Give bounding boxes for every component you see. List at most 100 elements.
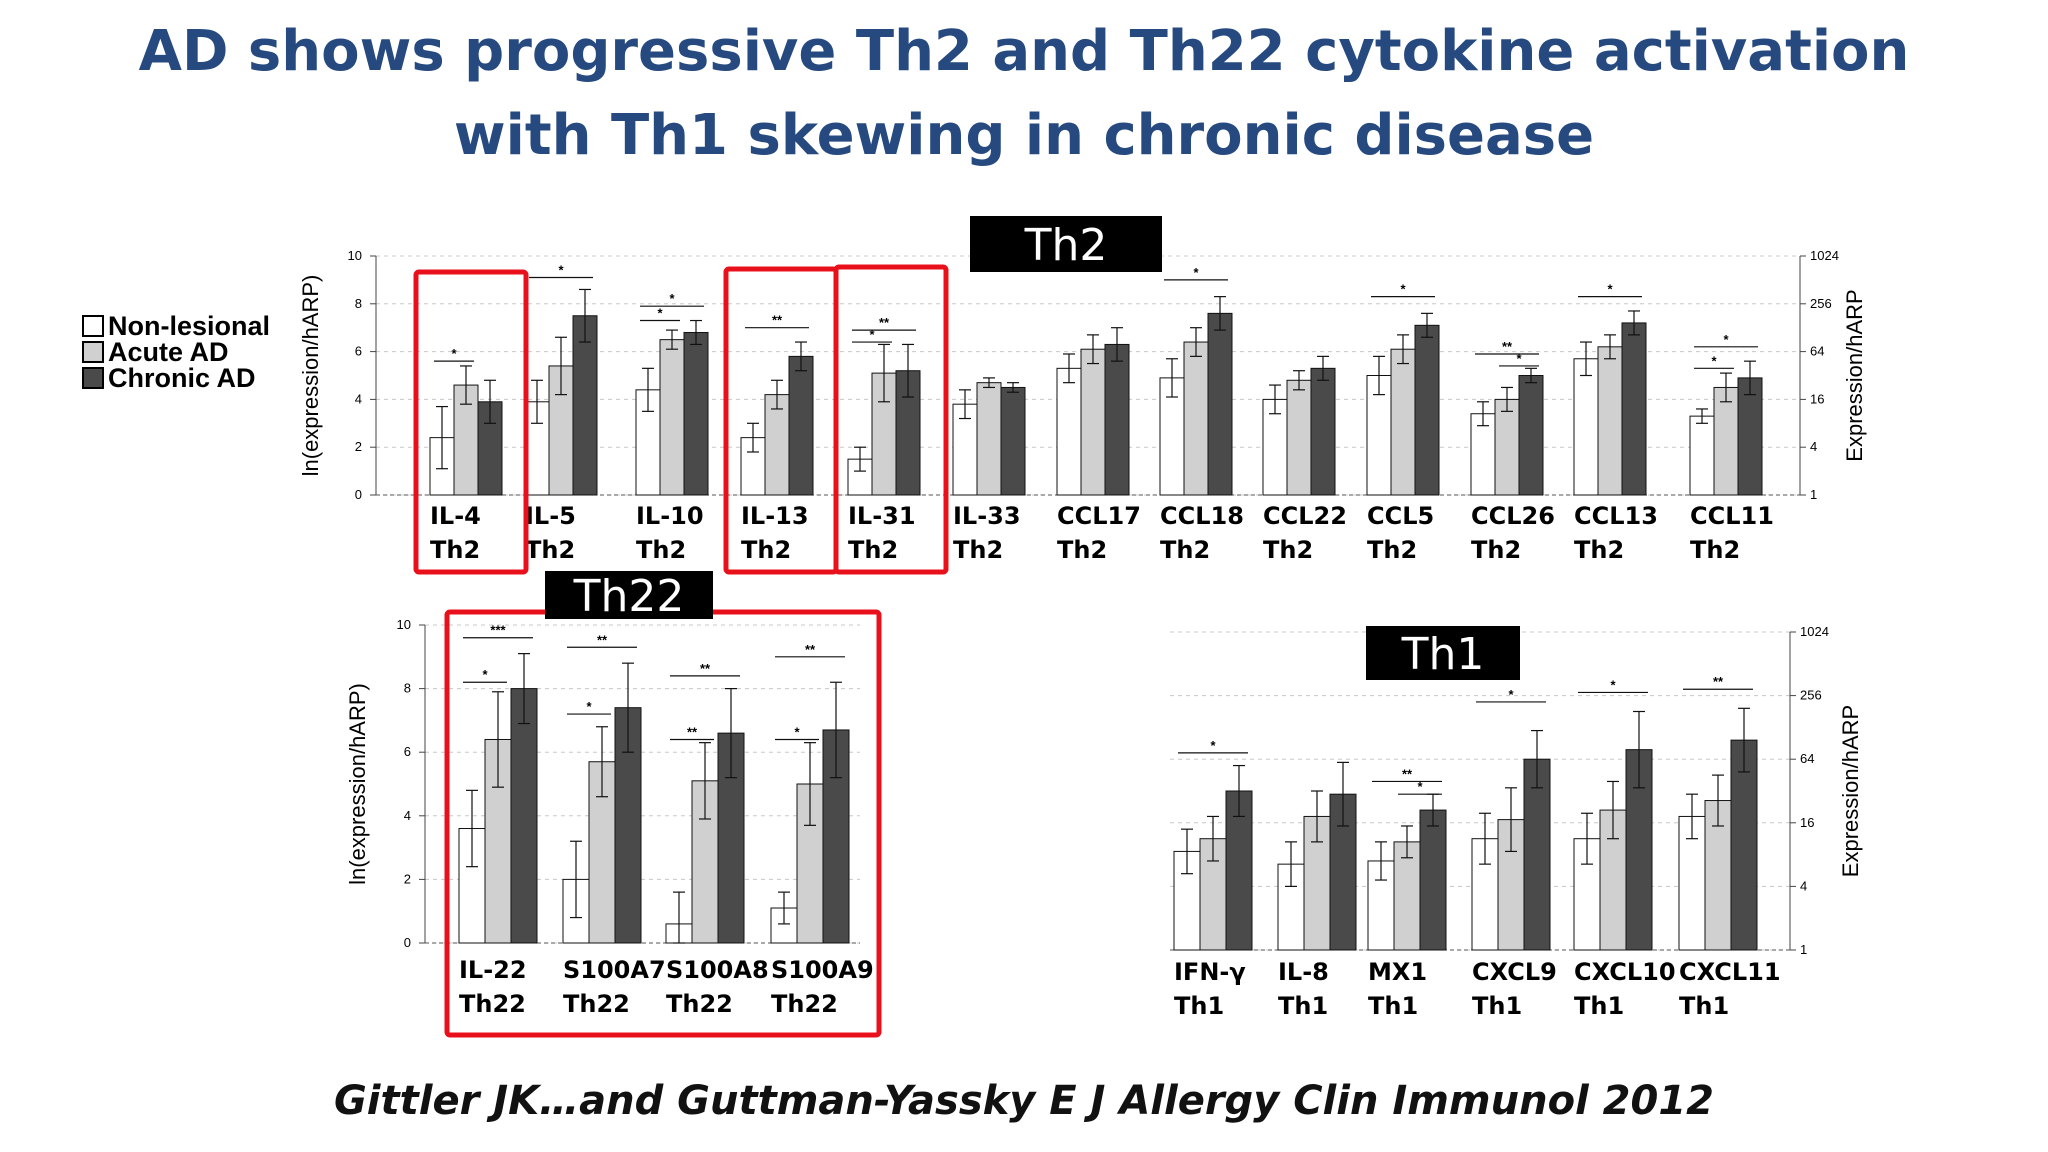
th1-group-label: Th1 bbox=[1278, 992, 1328, 1020]
th2-highlight-box bbox=[413, 269, 529, 575]
th2-category-label: CCL17 bbox=[1057, 502, 1141, 530]
th1-significance-label: ** bbox=[1713, 674, 1724, 689]
th2-y2-tick-label: 1 bbox=[1810, 487, 1817, 502]
th1-y2-tick-label: 256 bbox=[1800, 688, 1822, 703]
th22-y-tick-label: 8 bbox=[404, 681, 411, 696]
th1-group-label: Th1 bbox=[1574, 992, 1624, 1020]
th22-significance-label: ** bbox=[597, 632, 608, 647]
th2-y-tick-label: 0 bbox=[355, 487, 362, 502]
th2-bar-il-33-non-lesional bbox=[952, 403, 978, 496]
th22-y-tick-label: 6 bbox=[404, 744, 411, 759]
th22-y-tick-label: 2 bbox=[404, 871, 411, 886]
th2-bar-il-5-chronic-ad bbox=[572, 315, 598, 496]
th22-group-label: Th22 bbox=[459, 990, 526, 1018]
th1-category-label: MX1 bbox=[1368, 958, 1427, 986]
chart-legend: Non-lesional Acute AD Chronic AD bbox=[82, 310, 271, 393]
th2-badge-label: Th2 bbox=[1024, 220, 1108, 271]
th2-y2-tick-label: 4 bbox=[1810, 439, 1817, 454]
th22-significance-label: ** bbox=[700, 661, 711, 676]
citation: Gittler JK…and Guttman-Yassky E J Allerg… bbox=[333, 1078, 1715, 1124]
th22-badge-label: Th22 bbox=[573, 571, 685, 622]
th2-significance-label: * bbox=[558, 263, 564, 278]
th2-bar-ccl22-chronic-ad bbox=[1310, 367, 1336, 496]
th2-significance-label: * bbox=[451, 346, 457, 361]
th22-significance-label: * bbox=[794, 724, 800, 739]
slide-title-line-2: with Th1 skewing in chronic disease bbox=[453, 103, 1595, 168]
th2-y-axis-title: ln(expression/hARP) bbox=[298, 275, 323, 477]
th2-y2-tick-label: 16 bbox=[1810, 391, 1824, 406]
th2-bar-il-33-chronic-ad bbox=[1000, 386, 1026, 496]
legend-swatch-non-lesional bbox=[82, 315, 104, 337]
th2-significance-label: * bbox=[1516, 351, 1522, 366]
th22-significance-label: ** bbox=[805, 642, 816, 657]
th22-category-label: S100A7 bbox=[563, 956, 666, 984]
th2-y2-tick-label: 256 bbox=[1810, 296, 1832, 311]
th2-badge: Th2 bbox=[970, 216, 1162, 272]
th1-bar-mx1-chronic-ad bbox=[1419, 809, 1447, 951]
th2-category-label: IL-4 bbox=[430, 502, 481, 530]
th1-badge: Th1 bbox=[1366, 626, 1520, 680]
slide-title: AD shows progressive Th2 and Th22 cytoki… bbox=[0, 10, 2048, 178]
th2-significance-label: * bbox=[669, 291, 675, 306]
th2-category-label: IL-31 bbox=[848, 502, 916, 530]
th22-significance-label: ** bbox=[687, 724, 698, 739]
th2-bar-ccl11-non-lesional bbox=[1689, 415, 1715, 496]
th2-y2-axis-title: Expression/hARP bbox=[1842, 289, 1867, 461]
th2-group-label: Th2 bbox=[741, 536, 791, 564]
th1-badge-bg bbox=[1366, 626, 1520, 680]
th2-y-tick-label: 10 bbox=[348, 248, 362, 263]
th1-y2-tick-label: 4 bbox=[1800, 878, 1807, 893]
th22-category-label: S100A9 bbox=[771, 956, 874, 984]
th2-group-label: Th2 bbox=[1471, 536, 1521, 564]
th2-category-label: CCL26 bbox=[1471, 502, 1555, 530]
legend-label-acute-ad: Acute AD bbox=[108, 336, 229, 367]
th2-category-label: IL-13 bbox=[741, 502, 809, 530]
th2-category-label: CCL22 bbox=[1263, 502, 1347, 530]
th1-bar-cxcl9-chronic-ad bbox=[1523, 758, 1551, 951]
th22-significance-label: * bbox=[482, 667, 488, 682]
legend-item-chronic-ad: Chronic AD bbox=[82, 362, 270, 393]
th22-y-tick-label: 0 bbox=[404, 935, 411, 950]
th2-bar-ccl18-acute-ad bbox=[1183, 341, 1209, 496]
th2-group-label: Th2 bbox=[1367, 536, 1417, 564]
th2-category-label: IL-5 bbox=[525, 502, 576, 530]
th2-plot: 0 2 4 6 8 10 1 4 16 64 256 1024 ln(expression/hARP) E… bbox=[298, 216, 1867, 575]
th2-category-label: CCL13 bbox=[1574, 502, 1658, 530]
th2-bar-ccl18-chronic-ad bbox=[1207, 312, 1233, 496]
th2-significance-label: * bbox=[1711, 353, 1717, 368]
legend-label-non-lesional: Non-lesional bbox=[108, 310, 271, 341]
th22-y-tick-label: 4 bbox=[404, 808, 411, 823]
th2-highlight-box bbox=[833, 264, 949, 575]
th2-group-label: Th2 bbox=[848, 536, 898, 564]
th1-significance-label: * bbox=[1210, 738, 1216, 753]
th1-category-label: CXCL11 bbox=[1679, 958, 1781, 986]
th2-category-label: IL-10 bbox=[636, 502, 704, 530]
th22-category-label: IL-22 bbox=[459, 956, 527, 984]
th2-category-label: CCL11 bbox=[1690, 502, 1774, 530]
th2-bar-ccl5-acute-ad bbox=[1390, 348, 1416, 496]
th2-group-label: Th2 bbox=[636, 536, 686, 564]
th2-bar-ccl17-non-lesional bbox=[1056, 367, 1082, 496]
th22-plot: 0246810ln(expression/hARP)IL-22Th22S100A… bbox=[345, 571, 882, 1038]
th22-bar-il-22-chronic-ad bbox=[510, 688, 538, 944]
th2-significance-label: * bbox=[1607, 282, 1613, 297]
th2-chart: 0 2 4 6 8 10 1 4 16 64 256 1024 ln(expression/hARP) E… bbox=[298, 216, 1867, 575]
th2-bar-il-13-acute-ad bbox=[764, 394, 790, 496]
th2-group-label: Th2 bbox=[430, 536, 480, 564]
th1-category-label: CXCL10 bbox=[1574, 958, 1676, 986]
th2-bar-il-33-acute-ad bbox=[976, 382, 1002, 496]
th2-significance-label: * bbox=[1400, 282, 1406, 297]
legend-item-acute-ad: Acute AD bbox=[82, 336, 270, 367]
th2-bar-ccl26-acute-ad bbox=[1494, 398, 1520, 496]
legend-swatch-chronic-ad bbox=[82, 367, 104, 389]
th2-bar-ccl17-acute-ad bbox=[1080, 348, 1106, 496]
th1-group-label: Th1 bbox=[1174, 992, 1224, 1020]
th22-group-label: Th22 bbox=[563, 990, 630, 1018]
slide-title-line-1: AD shows progressive Th2 and Th22 cytoki… bbox=[138, 19, 1910, 84]
th1-badge-label: Th1 bbox=[1401, 629, 1485, 680]
th2-bar-ccl13-non-lesional bbox=[1573, 358, 1599, 496]
legend-label-chronic-ad: Chronic AD bbox=[108, 362, 256, 393]
th2-bar-il-10-acute-ad bbox=[659, 339, 685, 496]
th2-bar-ccl26-chronic-ad bbox=[1518, 375, 1544, 496]
th22-badge: Th22 bbox=[545, 571, 713, 622]
